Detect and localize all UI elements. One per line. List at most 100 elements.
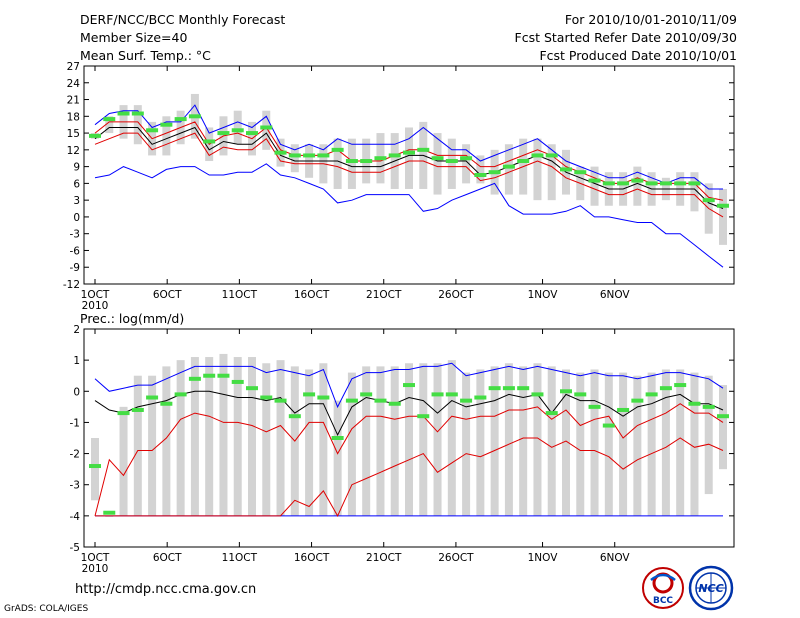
temp-box-39 [633, 166, 642, 206]
prec-mean-marker-42 [674, 383, 687, 388]
temp-box-11 [233, 110, 242, 145]
prec-mean-marker-44 [702, 404, 715, 409]
prec-mean-marker-13 [260, 395, 273, 400]
prec-mean-marker-43 [688, 401, 701, 406]
prec-xtick-label: 1NOV [528, 552, 559, 564]
temp-mean-marker-5 [146, 128, 159, 133]
temp-mean-marker-14 [274, 150, 287, 155]
prec-xtick-label: 6OCT [153, 552, 182, 564]
forecast-period: For 2010/10/01-2010/11/09 [564, 12, 737, 27]
temp-mean-marker-7 [174, 117, 187, 122]
temp-box-18 [333, 138, 342, 189]
prec-mean-marker-38 [617, 407, 630, 412]
temp-mean-marker-34 [560, 167, 572, 172]
temp-box-15 [290, 144, 299, 173]
temp-xtick-label: 16OCT [294, 289, 330, 301]
prec-xtick-label: 1OCT [81, 552, 110, 564]
prec-box-23 [405, 363, 413, 516]
prec-mean-marker-14 [274, 398, 287, 403]
prec-box-30 [504, 363, 513, 516]
prec-ytick-label: -3 [70, 480, 80, 492]
prec-mean-marker-18 [331, 436, 344, 440]
prec-year-label: 2010 [82, 563, 109, 575]
prec-box-36 [590, 369, 599, 516]
prec-ytick-label: -5 [70, 542, 80, 554]
temp-mean-marker-11 [231, 128, 244, 133]
prec-mean-marker-31 [517, 386, 530, 391]
temp-xtick-label: 21OCT [366, 289, 402, 301]
prec-ytick-label: -4 [70, 511, 81, 523]
prec-box-8 [190, 357, 199, 516]
prec-box-42 [676, 369, 685, 516]
temp-mean-marker-13 [260, 125, 273, 130]
temp-mean-marker-20 [360, 159, 373, 164]
temp-mean-marker-25 [431, 156, 444, 161]
bcc-logo-text: BCC [653, 596, 673, 606]
prec-mean-marker-32 [531, 392, 544, 397]
prec-box-7 [176, 360, 185, 516]
temp-q25-line [94, 132, 724, 218]
prec-box-5 [148, 375, 157, 516]
prec-box-19 [347, 372, 356, 516]
prec-box-45 [719, 385, 727, 470]
prec-mean-marker-3 [117, 411, 130, 416]
prec-box-10 [219, 353, 228, 516]
prec-mean-marker-39 [631, 398, 644, 403]
temp-ytick-label: 15 [67, 128, 80, 140]
grads-credit: GrADS: COLA/IGES [4, 604, 89, 614]
temp-mean-marker-45 [717, 203, 729, 208]
prec-mean-marker-17 [317, 395, 330, 400]
temp-mean-marker-16 [303, 153, 316, 158]
temp-mean-marker-30 [502, 164, 515, 169]
temp-ytick-label: 3 [73, 195, 80, 207]
prec-box-43 [690, 372, 699, 516]
source-url[interactable]: http://cmdp.ncc.cma.gov.cn [75, 582, 257, 597]
prec-mean-marker-5 [146, 395, 159, 400]
temp-mean-marker-32 [531, 153, 544, 158]
temp-box-27 [462, 144, 471, 184]
temp-mean-marker-28 [474, 173, 487, 177]
temp-ytick-label: 27 [67, 61, 80, 73]
temp-mean-marker-9 [203, 139, 216, 144]
prec-mean-marker-1 [89, 464, 101, 469]
prec-box-25 [433, 363, 442, 516]
temp-box-25 [433, 133, 442, 195]
temp-xtick-label: 6OCT [153, 289, 182, 301]
prec-mean-marker-27 [460, 398, 473, 403]
prec-box-38 [619, 372, 628, 516]
ncc-logo-text: NCC [698, 582, 723, 595]
prec-mean-marker-12 [246, 386, 258, 391]
temp-box-33 [547, 144, 556, 201]
prec-mean-marker-7 [174, 392, 187, 397]
temp-box-13 [262, 110, 271, 150]
temp-mean-marker-23 [403, 150, 415, 155]
prec-box-37 [604, 372, 613, 516]
prec-box-31 [519, 366, 528, 516]
temp-mean-marker-3 [117, 111, 130, 116]
temp-mean-marker-15 [288, 153, 301, 158]
temp-year-label: 2010 [82, 300, 109, 312]
prec-xtick-label: 11OCT [222, 552, 258, 564]
temp-mean-marker-29 [488, 170, 501, 175]
temp-ytick-label: 21 [67, 95, 80, 107]
temp-mean-marker-42 [674, 181, 687, 186]
temp-ytick-label: -3 [70, 229, 80, 241]
temp-mean-marker-27 [460, 156, 473, 161]
temp-box-32 [533, 138, 542, 201]
temp-ytick-label: 18 [67, 111, 80, 123]
prec-mean-marker-6 [160, 401, 173, 406]
prec-median-line [94, 390, 724, 437]
temp-min-line [94, 163, 724, 268]
chart-title: DERF/NCC/BCC Monthly Forecast [80, 12, 286, 27]
temp-box-19 [347, 138, 356, 189]
temp-mean-marker-4 [131, 111, 144, 116]
prec-xtick-label: 16OCT [294, 552, 330, 564]
prec-box-24 [419, 363, 428, 516]
prec-box-12 [248, 357, 256, 516]
temp-ytick-label: 24 [67, 78, 81, 90]
prec-mean-marker-41 [659, 386, 672, 391]
temp-mean-marker-24 [417, 147, 430, 152]
temp-box-43 [690, 172, 699, 212]
prec-box-1 [91, 438, 99, 501]
temp-mean-marker-10 [217, 131, 230, 136]
